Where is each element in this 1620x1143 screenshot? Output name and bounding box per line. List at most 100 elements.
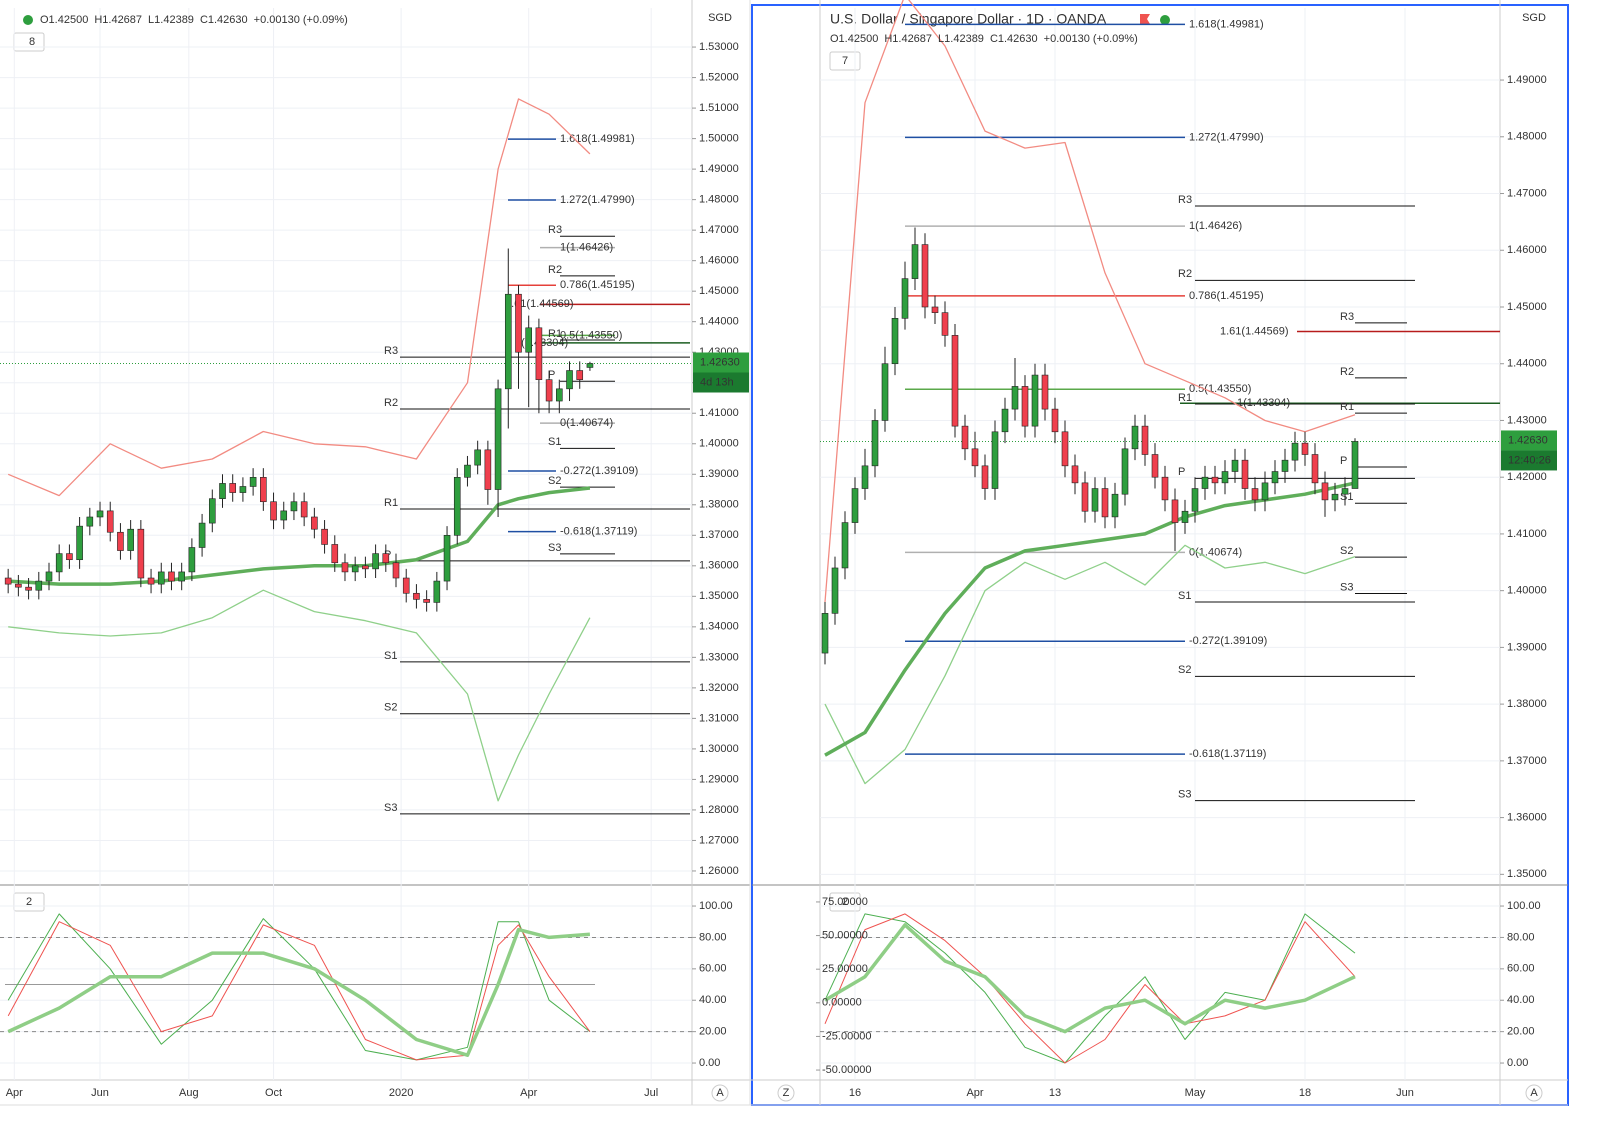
candle-body	[96, 510, 104, 518]
candle-body	[341, 562, 349, 573]
indicator-line	[824, 0, 1356, 603]
y-tick-label: 0.00	[1507, 1057, 1528, 1069]
x-tick-label: Aug	[179, 1087, 199, 1099]
y-tick-label: 1.46000	[699, 255, 739, 267]
candle-body	[1331, 493, 1339, 501]
countdown-bg	[693, 372, 749, 393]
candle-body	[871, 420, 879, 467]
currency-label: SGD	[708, 12, 732, 24]
fib-label: 1.618(1.49981)	[1189, 18, 1264, 30]
pivot-label: R1	[384, 497, 398, 509]
candle-body	[1071, 465, 1079, 484]
fib-label: 1.61(1.44569)	[1220, 325, 1289, 337]
currency-label: SGD	[1522, 12, 1546, 24]
candle-body	[566, 370, 573, 390]
y-tick-label: 1.47000	[699, 224, 739, 236]
x-tick-label: Apr	[520, 1087, 537, 1099]
y-tick-label: 1.29000	[699, 773, 739, 785]
pivot-label: P	[1178, 466, 1185, 478]
y-tick-label: 1.52000	[699, 71, 739, 83]
y-tick-label: 1.38000	[699, 499, 739, 511]
study-toggle[interactable]	[829, 51, 861, 71]
y-tick-label: 1.42000	[1507, 471, 1547, 483]
y-tick-label: 1.41000	[699, 407, 739, 419]
countdown: 4d 13h	[700, 376, 734, 388]
candle-body	[1221, 471, 1229, 484]
candle-body	[321, 528, 328, 545]
pivot-label: S1	[384, 650, 397, 662]
status-dot	[1160, 15, 1170, 25]
pivot-label: R3	[1178, 194, 1192, 206]
candle-body	[831, 567, 839, 614]
candle-body	[331, 544, 339, 564]
candle-body	[402, 577, 410, 594]
y-tick-label: 80.00	[1507, 931, 1535, 943]
candle-body	[474, 449, 481, 466]
candle-body	[351, 565, 359, 573]
study-count: 8	[29, 36, 35, 48]
x-tick-label: Oct	[265, 1087, 282, 1099]
pivot-label: S3	[384, 802, 397, 814]
candle-body	[147, 577, 155, 585]
scale-button[interactable]	[1525, 1084, 1543, 1102]
candle-body	[576, 370, 584, 380]
x-tick-label: 13	[1049, 1087, 1061, 1099]
candle-body	[66, 553, 73, 561]
y-tick-label: 1.45000	[699, 285, 739, 297]
candle-body	[951, 335, 959, 427]
scale-button[interactable]	[711, 1084, 729, 1102]
y-tick-label: 1.26000	[699, 865, 739, 877]
candle-body	[1321, 482, 1329, 501]
candle-body	[494, 388, 502, 490]
pivot-label: R3	[1340, 311, 1354, 323]
pivot-label: R2	[1340, 366, 1354, 378]
candle-body	[137, 528, 145, 579]
scale-mode: A	[716, 1087, 724, 1099]
pivot-label: S3	[1340, 581, 1353, 593]
candle-body	[86, 516, 94, 527]
y-tick-label: 1.45000	[1507, 301, 1547, 313]
candle-body	[1021, 386, 1029, 427]
y-tick-label: 1.40000	[699, 438, 739, 450]
candle-body	[1001, 408, 1009, 433]
y-tick-label: 0.00	[699, 1057, 720, 1069]
zoom-button[interactable]	[777, 1084, 795, 1102]
candle-body	[188, 547, 196, 573]
candle-body	[35, 580, 43, 591]
indicator-line	[824, 481, 1356, 757]
pivot-label: R3	[548, 224, 562, 236]
y-tick-label: 1.33000	[699, 651, 739, 663]
candle-body	[1051, 408, 1059, 433]
flag-icon[interactable]	[1140, 14, 1150, 24]
candle-body	[106, 510, 114, 533]
x-tick-label: May	[1185, 1087, 1206, 1099]
y-tick-label: 1.36000	[699, 560, 739, 572]
y2-tick-label: 0.00000	[822, 997, 862, 1009]
candle-body	[991, 431, 999, 489]
candle-body	[1271, 471, 1279, 484]
candle-body	[1101, 488, 1109, 518]
y2-tick-label: 25.00000	[822, 963, 868, 975]
ohlc-legend: +0.00130 (+0.09%)	[1044, 33, 1138, 45]
y-tick-label: 1.51000	[699, 102, 739, 114]
candle-body	[1041, 374, 1049, 410]
ohlc-legend: H1.42687	[94, 14, 142, 26]
y-tick-label: 1.31000	[699, 712, 739, 724]
candle-body	[1251, 488, 1259, 501]
pivot-label: S1	[548, 436, 561, 448]
ohlc-legend: C1.42630	[990, 33, 1038, 45]
candle-body	[545, 379, 553, 402]
candle-body	[931, 306, 939, 313]
candle-body	[290, 501, 298, 512]
candle-body	[921, 244, 929, 308]
candle-body	[76, 525, 83, 561]
candle-body	[168, 571, 175, 582]
indicator-line	[824, 923, 1356, 1034]
fib-label: 1(1.46426)	[1189, 220, 1242, 232]
y-tick-label: 1.41000	[1507, 528, 1547, 540]
candle-body	[1131, 425, 1139, 450]
candle-body	[1061, 431, 1069, 467]
active-pane-border	[751, 4, 1569, 1106]
pivot-label: S2	[1178, 664, 1191, 676]
